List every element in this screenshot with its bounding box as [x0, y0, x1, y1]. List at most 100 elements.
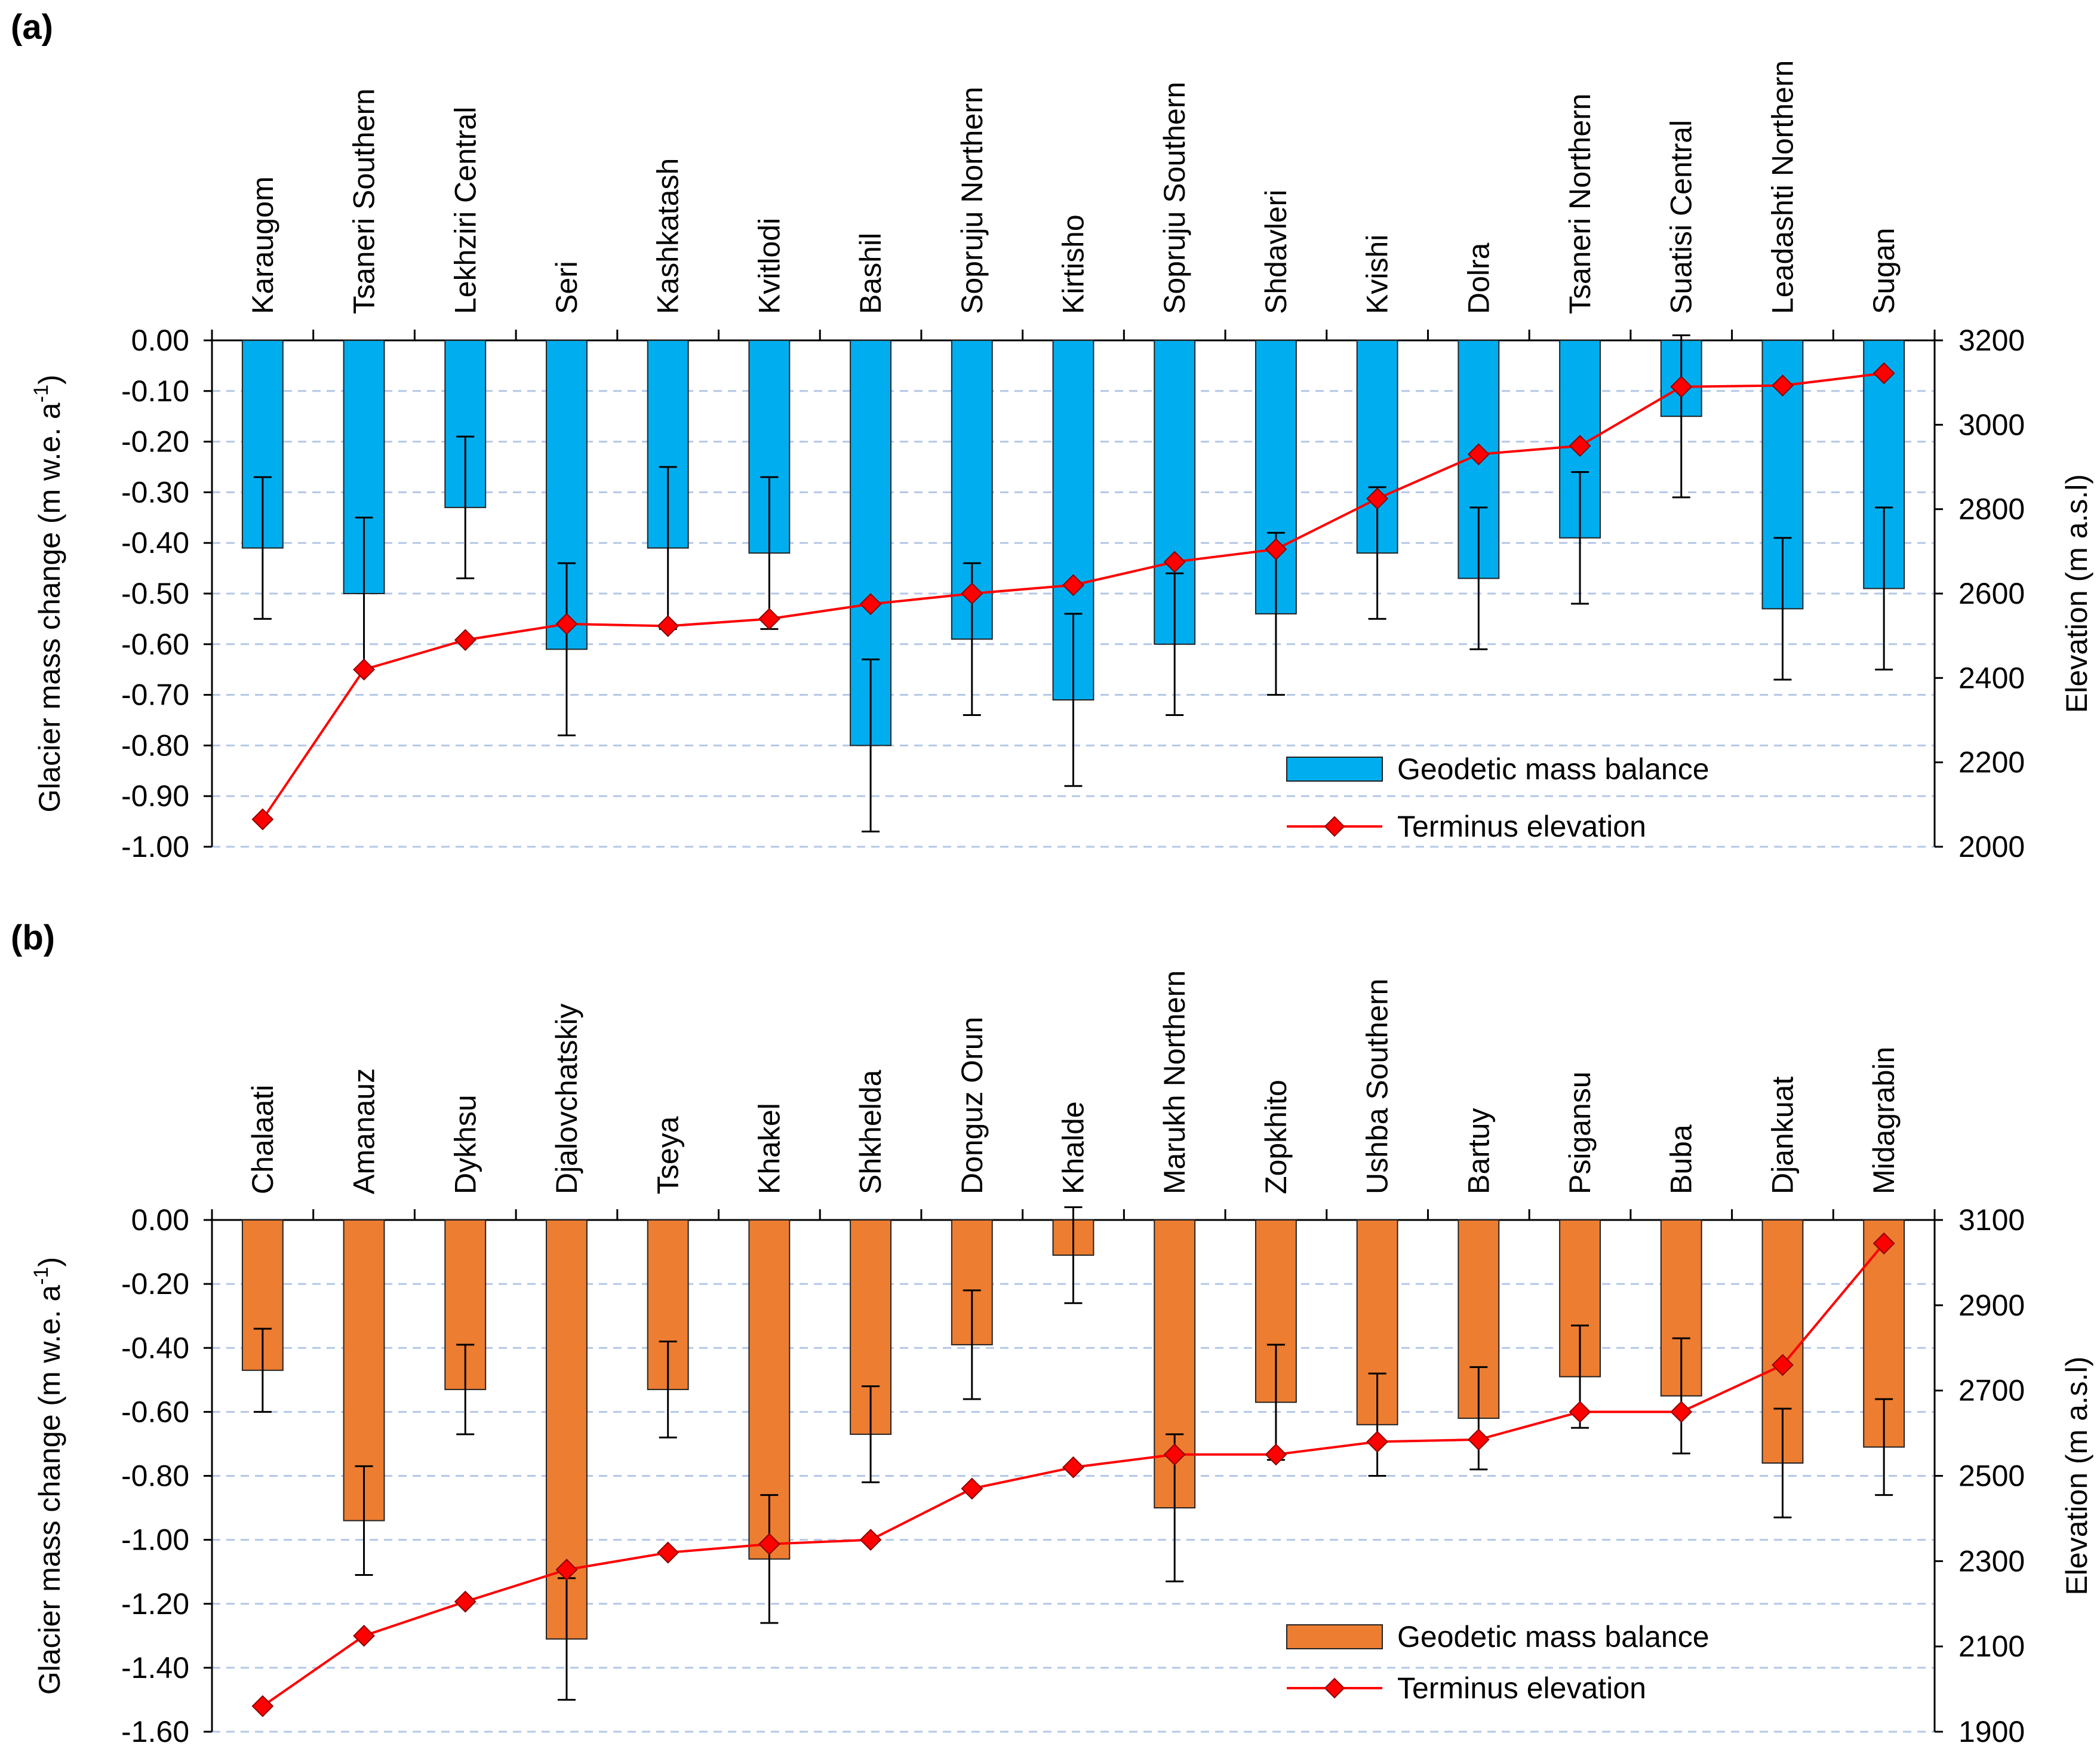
panel-b: (b) 0.00 -0.20 -0.40 -0.60 -0.80 -1.00 -1.20 -1.…	[11, 918, 2093, 1748]
category-label: Psigansu	[1563, 1071, 1597, 1194]
elevation-marker	[251, 1695, 274, 1717]
elevation-marker	[454, 1590, 476, 1613]
elevation-marker	[1873, 1232, 1895, 1255]
elevation-marker	[657, 1541, 679, 1564]
category-label: Karaugom	[246, 176, 279, 314]
legend-swatch-bar	[1286, 757, 1383, 782]
elevation-marker	[1366, 1430, 1389, 1453]
category-label: Bashil	[854, 233, 887, 314]
elevation-marker	[1569, 435, 1591, 457]
y-tick-label: -1.40	[121, 1651, 189, 1685]
elevation-marker	[1062, 574, 1084, 597]
category-label: Ushba Southern	[1361, 979, 1394, 1194]
y-tick-label: -0.50	[121, 577, 189, 610]
legend-swatch-marker	[1324, 1677, 1345, 1699]
category-label: Sopruju Southern	[1158, 82, 1191, 314]
category-label: Kashkatash	[651, 158, 685, 314]
y2-tick-label: 3100	[1958, 1203, 2025, 1237]
y-tick-label: -0.70	[121, 678, 189, 712]
category-label: Khakel	[752, 1103, 786, 1194]
elevation-marker	[353, 658, 375, 681]
category-label: Marukh Northern	[1158, 970, 1191, 1194]
y-tick-label: -1.00	[121, 1523, 189, 1557]
category-label: Kvitlodi	[752, 218, 786, 314]
elevation-marker	[657, 614, 679, 637]
elevation-marker	[1467, 1428, 1490, 1451]
category-label: Sopruju Northern	[955, 87, 989, 314]
category-label: Leadashti Northern	[1766, 60, 1799, 314]
y-tick-label: -0.40	[121, 1331, 189, 1364]
y-tick-label: -0.80	[121, 1459, 189, 1493]
category-label: Tsaneri Southern	[348, 88, 381, 314]
y2-tick-label: 1900	[1958, 1715, 2025, 1748]
y-tick-label: -0.20	[121, 1267, 189, 1301]
legend-label-line: Terminus elevation	[1397, 810, 1646, 843]
y2-tick-label: 2300	[1958, 1544, 2025, 1578]
elevation-marker	[555, 613, 578, 635]
elevation-marker	[859, 593, 882, 616]
y-tick-label: 0.00	[131, 324, 189, 357]
elevation-marker	[758, 607, 780, 630]
y-axis-title-end: )	[33, 374, 66, 385]
category-label: Lekhziri Central	[448, 107, 482, 314]
elevation-marker	[555, 1559, 578, 1581]
category-label: Khalde	[1057, 1101, 1090, 1194]
y-tick-label: -0.20	[121, 425, 189, 459]
elevation-marker	[1772, 374, 1794, 397]
elevation-marker	[1569, 1400, 1591, 1423]
category-label: Djalovchatskiy	[550, 1003, 583, 1194]
category-label: Zopkhito	[1259, 1080, 1293, 1194]
y-tick-label: -0.10	[121, 374, 189, 408]
y-tick-label: -1.20	[121, 1587, 189, 1621]
elevation-marker	[1265, 1443, 1287, 1466]
elevation-marker	[353, 1624, 375, 1647]
category-label: Chalaati	[246, 1085, 279, 1194]
legend-swatch-marker	[1324, 816, 1345, 837]
y-tick-label: -1.60	[121, 1715, 189, 1748]
y2-tick-label: 2000	[1958, 830, 2025, 863]
y-axis-title-end: )	[33, 1257, 66, 1267]
elevation-marker	[1670, 376, 1693, 398]
panel-label: (b)	[11, 918, 55, 957]
y-tick-label: -0.60	[121, 628, 189, 661]
panel-a: (a) 0.00 -0.10 -0.20 -0.30 -0.40 -0.50 -0.60 -0.…	[11, 8, 2093, 863]
y-axis-title-superscript: -1	[30, 385, 53, 402]
y2-tick-label: 2200	[1958, 746, 2025, 779]
elevation-marker	[1873, 362, 1895, 385]
elevation-marker	[859, 1529, 882, 1551]
category-label: Dykhsu	[448, 1095, 482, 1194]
y-tick-label: 0.00	[131, 1203, 189, 1237]
category-label: Shkhelda	[854, 1069, 887, 1194]
y2-tick-label: 2400	[1958, 661, 2025, 694]
panel-label: (a)	[11, 8, 53, 47]
category-label: Kvishi	[1361, 235, 1394, 314]
category-label: Sugan	[1867, 228, 1901, 314]
y2-tick-label: 2100	[1958, 1630, 2025, 1663]
category-label: Tseya	[651, 1116, 685, 1194]
y-axis-title: Glacier mass change (m w.e. a-1)	[30, 374, 66, 812]
legend-label-bar: Geodetic mass balance	[1397, 752, 1709, 786]
y-axis-title-superscript: -1	[30, 1267, 53, 1285]
elevation-marker	[1163, 551, 1186, 573]
category-label: Seri	[550, 261, 583, 314]
y-tick-label: -1.00	[121, 830, 189, 863]
elevation-marker	[454, 629, 476, 651]
y2-tick-label: 3000	[1958, 408, 2025, 441]
elevation-marker	[1366, 487, 1389, 510]
y-tick-label: -0.90	[121, 779, 189, 813]
category-label: Djankuat	[1766, 1077, 1799, 1194]
legend-label-line: Terminus elevation	[1397, 1671, 1646, 1705]
category-label: Tsaneri Northern	[1563, 93, 1597, 314]
category-label: Buba	[1665, 1124, 1698, 1194]
category-label: Kirtisho	[1057, 214, 1090, 314]
y2-tick-label: 2600	[1958, 577, 2025, 610]
y-axis-title-main: Glacier mass change (m w.e. a	[33, 402, 66, 813]
category-label: Suatisi Central	[1665, 120, 1698, 314]
category-label: Dolra	[1462, 242, 1495, 314]
legend-swatch-bar	[1286, 1624, 1383, 1649]
elevation-marker	[251, 808, 274, 831]
category-label: Donguz Orun	[955, 1017, 989, 1194]
y-axis-title-main: Glacier mass change (m w.e. a	[33, 1285, 66, 1695]
y2-tick-label: 2500	[1958, 1459, 2025, 1493]
elevation-marker	[961, 582, 983, 605]
